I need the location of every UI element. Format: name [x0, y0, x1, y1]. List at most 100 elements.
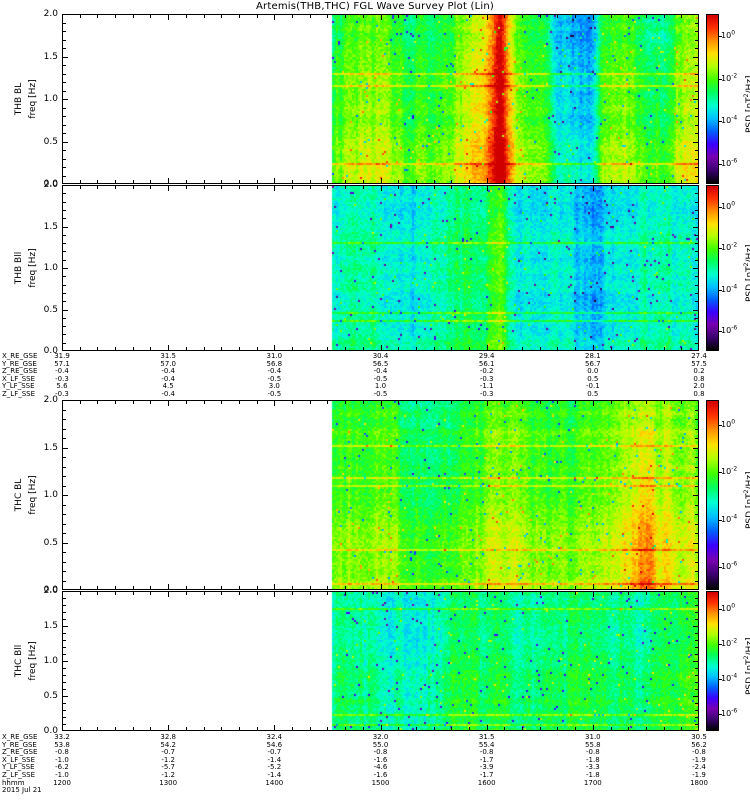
tick-mark: [309, 186, 311, 189]
ephemeris-value: 56.8: [266, 359, 283, 368]
ephemeris-value: 0.5: [587, 374, 599, 383]
tick-mark: [681, 401, 683, 404]
colorbar-tick-label: 100: [721, 199, 736, 211]
colorbar-tick: [719, 567, 722, 569]
y-tick-label: 1.5: [43, 621, 58, 631]
tick-mark: [695, 82, 698, 83]
tick-mark: [63, 466, 66, 468]
tick-mark: [695, 682, 698, 683]
spectrogram-image-1: [63, 186, 698, 350]
tick-mark: [663, 592, 665, 595]
tick-mark: [238, 347, 240, 350]
tick-mark: [522, 15, 524, 18]
ephemeris-row-label: Z_LF_SSE: [2, 771, 36, 779]
tick-mark: [292, 347, 294, 350]
tick-mark: [238, 592, 240, 595]
ephemeris-value: 3.0: [268, 382, 280, 391]
tick-mark: [504, 15, 506, 18]
tick-mark: [539, 180, 541, 183]
tick-mark: [150, 347, 152, 350]
tick-mark: [63, 183, 68, 184]
tick-mark: [539, 727, 541, 730]
tick-mark: [63, 39, 66, 41]
tick-mark: [309, 180, 311, 183]
tick-mark: [63, 730, 68, 731]
tick-mark: [486, 178, 488, 183]
ephemeris-value: 56.2: [691, 740, 707, 749]
tick-mark: [132, 347, 134, 350]
ephemeris-value: -0.4: [161, 374, 175, 383]
tick-mark: [150, 186, 152, 189]
date-label: 2015 Jul 21: [2, 786, 42, 795]
tick-mark: [663, 180, 665, 183]
tick-mark: [695, 580, 698, 582]
ephemeris-row-label: Y_LF_SSE: [2, 763, 35, 772]
tick-mark: [693, 309, 698, 311]
colorbar-tick-label: 10-2: [721, 637, 738, 649]
tick-mark: [115, 180, 117, 183]
colorbar-tick: [719, 121, 722, 123]
tick-mark: [63, 591, 68, 592]
tick-mark: [63, 284, 66, 286]
tick-mark: [345, 15, 347, 18]
ephemeris-row-label: X_RE_GSE: [2, 733, 38, 741]
tick-mark: [221, 401, 223, 404]
tick-mark: [628, 186, 630, 189]
tick-mark: [693, 183, 698, 184]
tick-mark: [575, 727, 577, 730]
tick-mark: [362, 727, 364, 730]
tick-mark: [695, 438, 698, 439]
tick-mark: [695, 552, 698, 553]
tick-mark: [115, 727, 117, 730]
spectrogram-panel-thb-bperp: [62, 14, 699, 184]
colorbar-tick: [719, 331, 722, 333]
ephemeris-value: 31.0: [585, 733, 601, 741]
tick-mark: [63, 523, 66, 525]
time-axis-label: hhmm: [2, 778, 25, 787]
tick-mark: [522, 592, 524, 595]
tick-mark: [168, 584, 170, 589]
tick-mark: [468, 347, 470, 350]
tick-mark: [693, 268, 698, 269]
tick-mark: [695, 317, 698, 319]
tick-mark: [292, 15, 294, 18]
tick-mark: [132, 180, 134, 183]
tick-mark: [433, 592, 435, 595]
colorbar-tick: [719, 206, 722, 208]
tick-mark: [695, 523, 698, 525]
tick-mark: [592, 401, 594, 406]
tick-mark: [63, 90, 66, 92]
tick-mark: [115, 401, 117, 404]
tick-mark: [168, 15, 170, 20]
tick-mark: [63, 717, 66, 718]
tick-mark: [63, 82, 66, 83]
tick-mark: [695, 561, 698, 563]
tick-mark: [486, 15, 488, 20]
ephemeris-value: -1.0: [55, 755, 69, 764]
tick-mark: [63, 476, 66, 477]
colorbar-tick-label: 10-2: [721, 241, 738, 253]
tick-mark: [221, 586, 223, 589]
ephemeris-value: -0.7: [161, 748, 175, 757]
tick-mark: [203, 347, 205, 350]
tick-mark: [221, 592, 223, 595]
tick-mark: [185, 592, 187, 595]
tick-mark: [557, 15, 559, 18]
tick-mark: [539, 592, 541, 595]
tick-mark: [698, 584, 699, 589]
tick-mark: [415, 586, 417, 589]
tick-mark: [398, 15, 400, 18]
tick-mark: [695, 243, 698, 245]
y-tick-label: 2.0: [43, 180, 58, 190]
tick-mark: [63, 301, 66, 303]
ephemeris-value: -0.4: [373, 367, 388, 376]
y-tick-label: 1.0: [43, 263, 58, 273]
tick-mark: [451, 401, 453, 404]
tick-mark: [486, 345, 488, 350]
ephemeris-value: -0.3: [55, 374, 69, 383]
tick-mark: [63, 589, 68, 590]
tick-mark: [693, 350, 698, 351]
tick-mark: [695, 689, 698, 690]
tick-mark: [62, 178, 63, 183]
ephemeris-value: 56.5: [372, 359, 389, 368]
